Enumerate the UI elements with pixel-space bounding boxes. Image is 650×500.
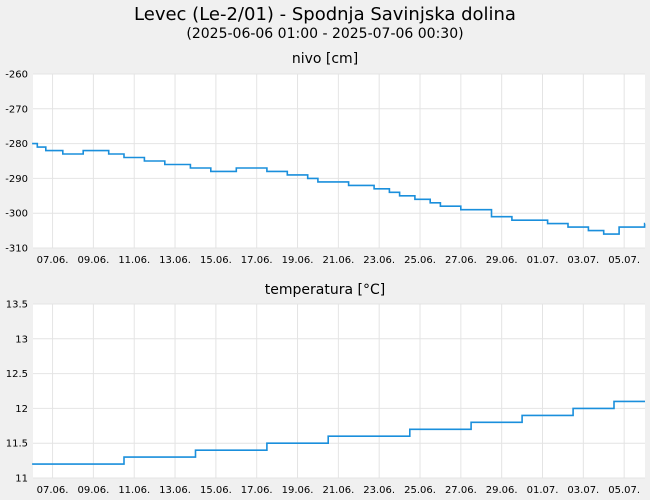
chart2-x-tick-label: 19.06.	[282, 485, 314, 496]
chart1-x-tick-label: 13.06.	[159, 255, 191, 266]
chart2-x-tick-label: 09.06.	[77, 485, 109, 496]
chart1-y-tick-label: -260	[5, 70, 28, 81]
chart2-x-tick-label: 05.07.	[608, 485, 640, 496]
chart2-y-tick-label: 13.5	[6, 300, 28, 311]
chart1-y-tick-label: -270	[5, 104, 28, 115]
chart2-x-tick-label: 21.06.	[322, 485, 354, 496]
chart2-x-tick-label: 07.06.	[37, 485, 69, 496]
chart1-plot-area	[33, 74, 645, 248]
chart-main-title: Levec (Le-2/01) - Spodnja Savinjska doli…	[134, 4, 516, 25]
chart2-series-line	[32, 400, 645, 465]
chart2-y-tick-label: 13	[15, 334, 28, 345]
chart2-x-tick-label: 11.06.	[118, 485, 150, 496]
chart2-y-tick-label: 11	[15, 474, 28, 485]
chart2-y-tick-label: 12	[15, 404, 28, 415]
chart-date-range: (2025-06-06 01:00 - 2025-07-06 00:30)	[186, 26, 464, 42]
chart1-x-tick-label: 09.06.	[77, 255, 109, 266]
chart1-x-tick-label: 17.06.	[241, 255, 273, 266]
chart1-x-tick-label: 23.06.	[363, 255, 395, 266]
chart2-plot-area	[33, 304, 645, 478]
chart1-x-tick-label: 11.06.	[118, 255, 150, 266]
chart2-y-tick-label: 12.5	[6, 369, 28, 380]
chart1-x-tick-label: 15.06.	[200, 255, 232, 266]
chart2-y-tick-label: 11.5	[6, 439, 28, 450]
chart2-x-tick-label: 13.06.	[159, 485, 191, 496]
chart1-y-tick-label: -300	[5, 209, 28, 220]
chart1-y-tick-label: -280	[5, 139, 28, 150]
chart2-x-tick-label: 25.06.	[404, 485, 436, 496]
chart1-x-tick-label: 21.06.	[322, 255, 354, 266]
chart1-x-tick-label: 05.07.	[608, 255, 640, 266]
chart1-series-line	[32, 142, 646, 235]
chart2-title: temperatura [°C]	[264, 282, 386, 298]
chart2-x-tick-label: 29.06.	[486, 485, 518, 496]
chart2-x-tick-label: 23.06.	[363, 485, 395, 496]
chart1-y-tick-label: -290	[5, 174, 28, 185]
chart1-y-tick-label: -310	[5, 244, 28, 255]
chart2-x-tick-label: 03.07.	[567, 485, 599, 496]
chart1-x-tick-label: 25.06.	[404, 255, 436, 266]
chart2-x-tick-label: 27.06.	[445, 485, 477, 496]
chart1-x-tick-label: 19.06.	[282, 255, 314, 266]
chart1-x-tick-label: 29.06.	[486, 255, 518, 266]
chart1-x-tick-label: 03.07.	[567, 255, 599, 266]
chart1-x-tick-label: 07.06.	[37, 255, 69, 266]
chart1-x-tick-label: 27.06.	[445, 255, 477, 266]
chart1-x-tick-label: 01.07.	[527, 255, 559, 266]
chart2-x-tick-label: 01.07.	[527, 485, 559, 496]
chart2-x-tick-label: 15.06.	[200, 485, 232, 496]
chart2-x-tick-label: 17.06.	[241, 485, 273, 496]
chart1-title: nivo [cm]	[291, 51, 359, 67]
